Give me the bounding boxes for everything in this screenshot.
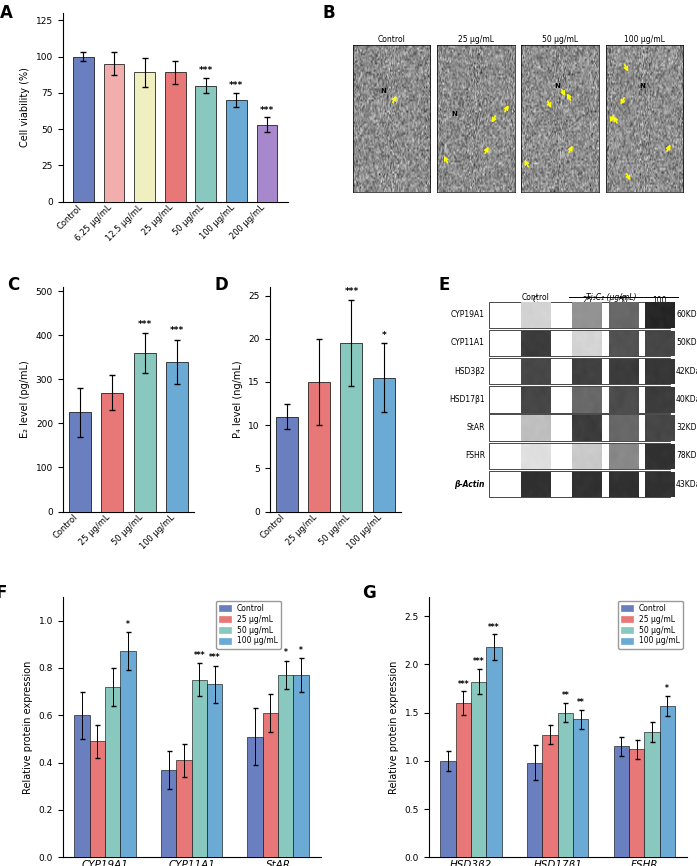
Bar <box>256 125 277 202</box>
Text: B: B <box>323 3 335 22</box>
Text: ***: *** <box>260 106 274 114</box>
Text: 50KDa: 50KDa <box>676 339 697 347</box>
Text: *: * <box>299 646 303 655</box>
Text: β-Actin: β-Actin <box>454 480 485 488</box>
Bar <box>542 735 558 857</box>
Text: ***: *** <box>489 623 500 631</box>
Bar <box>90 741 105 857</box>
Text: C: C <box>533 296 538 306</box>
Bar <box>105 687 121 857</box>
Bar <box>308 382 330 512</box>
Bar <box>176 760 192 857</box>
Bar <box>161 770 176 857</box>
Text: CYP11A1: CYP11A1 <box>451 339 485 347</box>
Text: 78KDa: 78KDa <box>676 451 697 461</box>
Bar <box>75 715 90 857</box>
Text: 40KDa: 40KDa <box>676 395 697 404</box>
Bar <box>134 353 155 512</box>
Bar <box>134 73 155 202</box>
Bar <box>69 412 91 512</box>
Bar <box>207 684 222 857</box>
Bar <box>278 675 293 857</box>
Legend: Control, 25 μg/mL, 50 μg/mL, 100 μg/mL: Control, 25 μg/mL, 50 μg/mL, 100 μg/mL <box>216 601 281 649</box>
Text: ***: *** <box>229 81 243 90</box>
Text: Control: Control <box>521 293 549 301</box>
Bar <box>275 417 298 512</box>
Bar <box>613 746 629 857</box>
Text: 100: 100 <box>652 296 667 306</box>
Text: *: * <box>284 649 288 657</box>
Bar <box>104 64 124 202</box>
Text: ***: *** <box>209 653 220 662</box>
Text: 32KDa: 32KDa <box>676 423 697 432</box>
Y-axis label: Relative protein expression: Relative protein expression <box>23 661 33 794</box>
Text: 60KDa: 60KDa <box>676 310 697 320</box>
Bar <box>644 732 659 857</box>
Text: ***: *** <box>194 650 205 660</box>
Y-axis label: Cell viability (%): Cell viability (%) <box>20 68 30 147</box>
Text: 50: 50 <box>619 296 629 306</box>
Text: FSHR: FSHR <box>465 451 485 461</box>
Bar <box>456 703 471 857</box>
Bar <box>487 647 502 857</box>
Text: StAR: StAR <box>466 423 485 432</box>
Bar <box>471 682 487 857</box>
Bar <box>192 680 207 857</box>
Bar <box>263 713 278 857</box>
Bar <box>247 737 263 857</box>
Bar <box>527 763 542 857</box>
Bar <box>373 378 395 512</box>
Bar <box>293 675 309 857</box>
Text: C: C <box>8 275 20 294</box>
Text: ***: *** <box>170 326 184 335</box>
Text: ***: *** <box>458 680 469 688</box>
Text: F: F <box>0 584 7 602</box>
Text: CYP19A1: CYP19A1 <box>451 310 485 320</box>
Bar <box>166 362 188 512</box>
Text: ***: *** <box>473 657 484 666</box>
Text: ***: *** <box>344 288 358 296</box>
Text: ***: *** <box>199 67 213 75</box>
Text: 25: 25 <box>582 296 592 306</box>
Bar <box>195 86 216 202</box>
Y-axis label: Relative protein expression: Relative protein expression <box>389 661 399 794</box>
Text: E: E <box>438 275 450 294</box>
Bar <box>121 651 136 857</box>
Y-axis label: E₂ level (pg/mL): E₂ level (pg/mL) <box>20 360 30 438</box>
Text: **: ** <box>576 698 585 707</box>
Text: ***: *** <box>137 320 152 329</box>
Bar <box>573 720 588 857</box>
Legend: Control, 25 μg/mL, 50 μg/mL, 100 μg/mL: Control, 25 μg/mL, 50 μg/mL, 100 μg/mL <box>618 601 683 649</box>
Text: *: * <box>665 684 669 694</box>
Text: Ti₃C₂ (μg/mL): Ti₃C₂ (μg/mL) <box>585 293 636 301</box>
Text: 43KDa: 43KDa <box>676 480 697 488</box>
Text: A: A <box>0 3 13 22</box>
Bar <box>226 100 247 202</box>
Bar <box>558 713 573 857</box>
Text: G: G <box>362 584 376 602</box>
Text: *: * <box>381 331 386 339</box>
Bar <box>73 56 94 202</box>
Text: **: ** <box>562 691 569 700</box>
Bar <box>340 343 362 512</box>
Bar <box>441 761 456 857</box>
Text: D: D <box>215 275 228 294</box>
Text: HSD3β2: HSD3β2 <box>454 366 485 376</box>
Y-axis label: P₄ level (ng/mL): P₄ level (ng/mL) <box>233 360 243 438</box>
Bar <box>629 749 644 857</box>
Bar <box>659 706 675 857</box>
Bar <box>101 392 123 512</box>
Text: 42KDa: 42KDa <box>676 366 697 376</box>
Bar <box>164 73 185 202</box>
Text: *: * <box>126 620 130 629</box>
Text: HSD17β1: HSD17β1 <box>450 395 485 404</box>
